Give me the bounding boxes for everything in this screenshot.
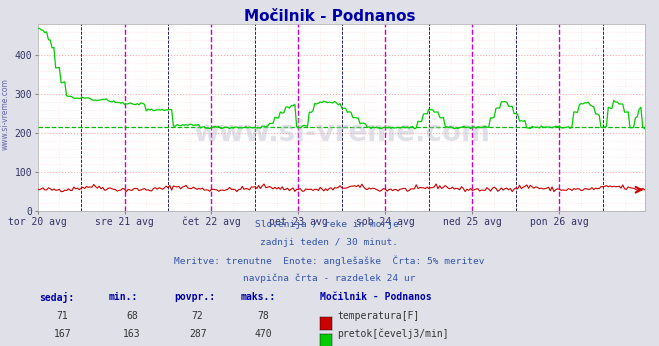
Text: Močilnik - Podnanos: Močilnik - Podnanos — [244, 9, 415, 24]
Text: navpična črta - razdelek 24 ur: navpična črta - razdelek 24 ur — [243, 274, 416, 283]
Text: 78: 78 — [258, 311, 270, 321]
Text: maks.:: maks.: — [241, 292, 275, 302]
Text: 71: 71 — [57, 311, 69, 321]
Text: Meritve: trenutne  Enote: anglešaške  Črta: 5% meritev: Meritve: trenutne Enote: anglešaške Črta… — [174, 256, 485, 266]
Text: 470: 470 — [255, 329, 272, 339]
Text: 163: 163 — [123, 329, 140, 339]
Text: sedaj:: sedaj: — [40, 292, 74, 303]
Text: zadnji teden / 30 minut.: zadnji teden / 30 minut. — [260, 238, 399, 247]
Text: 167: 167 — [54, 329, 71, 339]
Text: min.:: min.: — [109, 292, 138, 302]
Text: www.si-vreme.com: www.si-vreme.com — [192, 119, 490, 147]
Text: pretok[čevelj3/min]: pretok[čevelj3/min] — [337, 329, 449, 339]
Text: temperatura[F]: temperatura[F] — [337, 311, 420, 321]
Text: 68: 68 — [126, 311, 138, 321]
Text: www.si-vreme.com: www.si-vreme.com — [1, 78, 10, 150]
Text: Slovenija / reke in morje.: Slovenija / reke in morje. — [255, 220, 404, 229]
Text: povpr.:: povpr.: — [175, 292, 215, 302]
Text: 287: 287 — [189, 329, 206, 339]
Text: Močilnik - Podnanos: Močilnik - Podnanos — [320, 292, 431, 302]
Text: 72: 72 — [192, 311, 204, 321]
